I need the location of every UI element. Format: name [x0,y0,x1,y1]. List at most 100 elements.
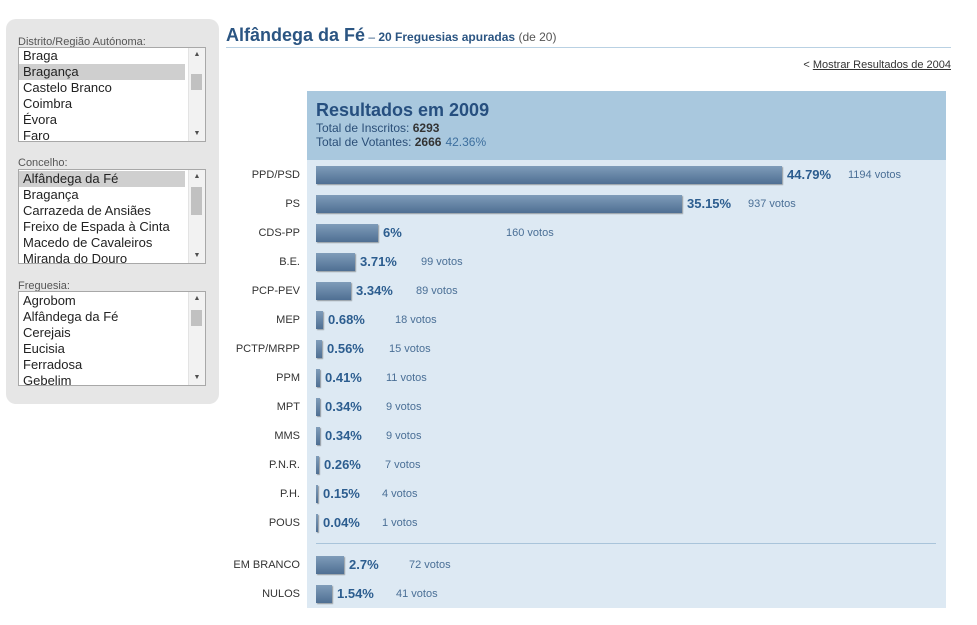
votes-label-mep: 18 votos [395,314,437,326]
bar-ppm [316,369,320,387]
previous-results-link[interactable]: Mostrar Resultados de 2004 [812,59,951,71]
list-option[interactable]: Bragança [23,187,79,202]
party-label-pctp-mrpp: PCTP/MRPP [235,343,300,355]
list-option[interactable]: Faro [23,128,50,142]
party-label-p-h: P.H. [280,488,300,500]
bar-pctp-mrpp [316,340,322,358]
title-dash: – [365,30,379,44]
page-title: Alfândega da Fé – 20 Freguesias apuradas… [226,25,556,46]
votes-label-ppm: 11 votos [386,372,427,384]
party-label-mpt: MPT [276,401,300,413]
list-option[interactable]: Bragança [19,64,185,80]
distrito-listbox[interactable]: Braga Bragança Castelo Branco Coimbra Évora F… [18,47,206,142]
list-option[interactable]: Eucisia [23,341,65,356]
distrito-scrollbar[interactable]: ▲ ▼ [188,48,205,141]
bar-nulos [316,585,332,603]
freguesia-label: Freguesia: [18,280,70,292]
list-option[interactable]: Coimbra [23,96,73,111]
votes-label-pctp-mrpp: 15 votos [389,343,431,355]
votes-label-ppd-psd: 1194 votos [848,169,902,181]
freguesia-scrollbar[interactable]: ▲ ▼ [188,292,205,385]
votes-label-nulos: 41 votos [396,588,438,600]
percent-label-pcp-pev: 3.34% [356,283,393,298]
percent-label-mms: 0.34% [325,428,362,443]
votantes-value: 2666 [414,135,442,149]
previous-results-prefix: < [803,59,813,71]
scroll-down-arrow-icon[interactable]: ▼ [193,130,201,137]
bar-b-e [316,253,355,271]
freguesia-listbox[interactable]: Agrobom Alfândega da Fé Cerejais Eucisia Fer… [18,291,206,386]
list-option[interactable]: Gebelim [23,373,72,386]
votantes-percent: 42.36% [445,135,487,149]
scroll-up-arrow-icon[interactable]: ▲ [193,51,201,58]
list-option[interactable]: Macedo de Cavaleiros [23,235,153,250]
bar-ppd-psd [316,166,782,184]
inscritos-label: Total de Inscritos: [316,121,413,135]
votantes-line: Total de Votantes: 2666 42.36% [316,135,486,149]
votes-label-p-n-r: 7 votos [385,459,421,471]
bar-p-h [316,485,318,503]
distrito-label: Distrito/Região Autónoma: [18,36,146,48]
list-option[interactable]: Ferradosa [23,357,83,372]
party-label-mms: MMS [274,430,300,442]
party-label-pcp-pev: PCP-PEV [251,285,300,297]
votes-label-ps: 937 votos [748,198,796,210]
list-option[interactable]: Évora [23,112,57,127]
bar-pcp-pev [316,282,351,300]
bar-mpt [316,398,320,416]
scroll-up-arrow-icon[interactable]: ▲ [193,295,201,302]
list-option[interactable]: Agrobom [23,293,76,308]
scroll-thumb[interactable] [191,187,202,215]
list-option[interactable]: Freixo de Espada à Cinta [23,219,170,234]
party-label-mep: MEP [276,314,300,326]
percent-label-ps: 35.15% [687,196,732,211]
party-label-ppm: PPM [276,372,300,384]
votes-label-cds-pp: 160 votos [506,227,554,239]
concelho-listbox[interactable]: Alfândega da Fé Bragança Carrazeda de Ansi… [18,169,206,264]
votes-label-pous: 1 votos [382,517,418,529]
results-title: Resultados em 2009 [316,100,490,120]
results-header: Resultados em 2009 Total de Inscritos: 6… [307,91,946,160]
list-option[interactable]: Castelo Branco [23,80,112,95]
party-label-nulos: NULOS [262,588,300,600]
list-option[interactable]: Alfândega da Fé [19,171,185,187]
bar-mep [316,311,323,329]
party-label-p-n-r: P.N.R. [269,459,300,471]
list-option[interactable]: Alfândega da Fé [23,309,119,324]
bar-cds-pp [316,224,378,242]
list-option[interactable]: Carrazeda de Ansiães [23,203,151,218]
party-label-ppd-psd: PPD/PSD [251,169,300,181]
percent-label-b-e: 3.71% [360,254,397,269]
percent-label-pous: 0.04% [323,515,360,530]
title-divider [226,47,951,48]
bar-p-n-r [316,456,319,474]
scroll-thumb[interactable] [191,310,202,326]
votes-label-em-branco: 72 votos [409,559,451,571]
scroll-thumb[interactable] [191,74,202,90]
list-option[interactable]: Cerejais [23,325,71,340]
votes-label-pcp-pev: 89 votos [416,285,458,297]
percent-label-p-n-r: 0.26% [324,457,361,472]
chart-separator [316,543,936,544]
percent-label-em-branco: 2.7% [349,557,379,572]
percent-label-p-h: 0.15% [323,486,360,501]
freguesias-total: (de 20) [515,30,557,44]
percent-label-nulos: 1.54% [337,586,374,601]
concelho-label: Concelho: [18,157,68,169]
list-option[interactable]: Braga [23,48,58,63]
list-option[interactable]: Miranda do Douro [23,251,128,264]
votantes-label: Total de Votantes: [316,135,415,149]
inscritos-value: 6293 [412,121,440,135]
votes-label-mpt: 9 votos [386,401,422,413]
previous-results: < Mostrar Resultados de 2004 [803,59,951,71]
votes-label-b-e: 99 votos [421,256,463,268]
scroll-down-arrow-icon[interactable]: ▼ [193,252,201,259]
scroll-up-arrow-icon[interactable]: ▲ [193,173,201,180]
percent-label-mpt: 0.34% [325,399,362,414]
scroll-down-arrow-icon[interactable]: ▼ [193,374,201,381]
freguesias-count: 20 Freguesias apuradas [378,30,516,44]
concelho-scrollbar[interactable]: ▲ ▼ [188,170,205,263]
bar-em-branco [316,556,344,574]
party-label-cds-pp: CDS-PP [258,227,300,239]
percent-label-cds-pp: 6% [383,225,402,240]
